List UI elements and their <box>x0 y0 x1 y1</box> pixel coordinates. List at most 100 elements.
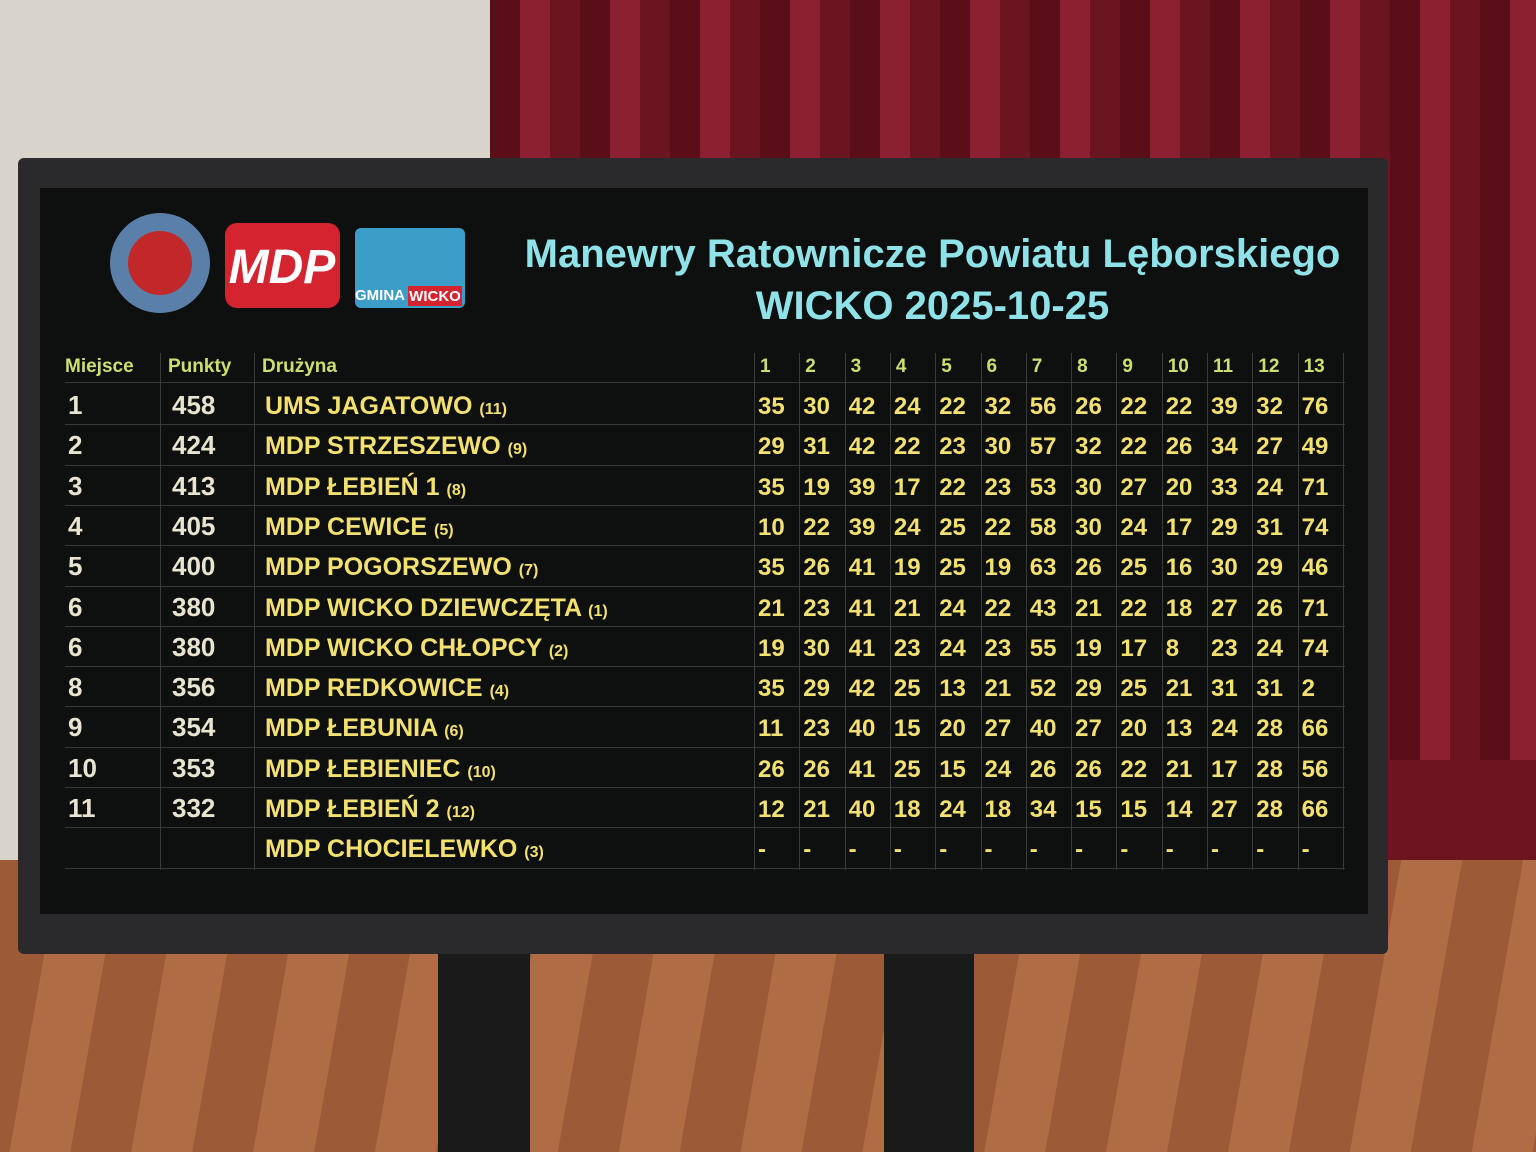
grid-line <box>1161 353 1163 870</box>
round-header: 4 <box>895 356 907 377</box>
score: - <box>1301 836 1310 864</box>
score: 41 <box>848 554 876 582</box>
score: 22 <box>939 473 966 501</box>
score: - <box>984 836 993 864</box>
gmina-text: GMINA <box>355 287 405 304</box>
score: 27 <box>1120 473 1148 501</box>
score: 29 <box>1211 513 1238 541</box>
score: 13 <box>939 675 966 703</box>
round-header: 10 <box>1167 356 1189 377</box>
score: 24 <box>939 594 966 622</box>
score: 23 <box>984 634 1012 662</box>
score: 31 <box>803 433 830 461</box>
score: 27 <box>1211 594 1238 622</box>
score: 24 <box>1120 513 1148 541</box>
badge-center <box>128 231 192 295</box>
score: 24 <box>893 513 921 541</box>
score: 26 <box>1029 755 1057 783</box>
round-header: 8 <box>1077 356 1088 377</box>
score: 22 <box>1120 393 1148 420</box>
score: 27 <box>1256 433 1283 461</box>
score: 28 <box>1256 755 1283 783</box>
score: 32 <box>984 393 1012 420</box>
points: 458 <box>172 390 216 420</box>
score: 26 <box>1256 594 1283 622</box>
round-header: 7 <box>1031 356 1043 377</box>
score: 57 <box>1029 433 1057 461</box>
score: 32 <box>1075 433 1102 461</box>
grid-line <box>1252 353 1254 870</box>
team-name-text: MDP WICKO DZIEWCZĘTA <box>265 593 582 622</box>
score: 41 <box>848 594 876 622</box>
team-name: MDP POGORSZEWO (7) <box>265 553 538 582</box>
grid-line <box>1342 353 1344 870</box>
points: 380 <box>172 591 216 622</box>
grid-line <box>935 353 937 870</box>
score: 26 <box>803 554 830 582</box>
team-number: (7) <box>518 562 539 580</box>
score: 17 <box>1120 634 1148 662</box>
score: - <box>1120 836 1129 864</box>
score: 40 <box>848 796 876 823</box>
team-name: MDP ŁEBIEŃ 1 (8) <box>265 473 466 502</box>
score: 10 <box>758 513 785 541</box>
score: 66 <box>1301 796 1329 823</box>
score: - <box>1165 836 1174 864</box>
grid-line <box>754 353 755 870</box>
score: 63 <box>1029 554 1057 582</box>
score: 31 <box>1256 675 1283 703</box>
score: 40 <box>848 715 876 743</box>
score: 74 <box>1301 513 1329 541</box>
score: 25 <box>893 755 921 783</box>
score: 19 <box>984 554 1012 582</box>
score: 30 <box>984 433 1012 461</box>
score: 29 <box>1256 554 1283 582</box>
grid-line <box>65 545 1345 547</box>
score: 13 <box>1165 715 1193 743</box>
place: 8 <box>68 672 83 703</box>
score: 25 <box>1120 675 1148 703</box>
score: - <box>1256 836 1265 864</box>
score: 21 <box>984 675 1012 703</box>
score: 39 <box>848 513 876 541</box>
team-name: MDP ŁEBUNIA (6) <box>265 714 464 743</box>
score: - <box>1211 836 1219 864</box>
team-name: MDP ŁEBIENIEC (10) <box>265 755 496 784</box>
score: 22 <box>984 513 1012 541</box>
team-number: (1) <box>588 602 608 620</box>
team-number: (6) <box>444 723 464 741</box>
team-name-text: MDP ŁEBIEŃ 1 <box>265 472 440 501</box>
score: 14 <box>1165 796 1193 823</box>
score: 30 <box>1211 554 1238 582</box>
score: 41 <box>848 755 876 783</box>
column-header: Miejsce <box>65 356 134 377</box>
place: 4 <box>68 510 83 541</box>
score: 24 <box>939 634 966 662</box>
score: 55 <box>1029 634 1057 662</box>
score: 56 <box>1301 755 1329 783</box>
score: 56 <box>1029 393 1057 420</box>
score: 16 <box>1165 554 1193 582</box>
score: 39 <box>848 473 876 501</box>
score: 49 <box>1301 433 1329 461</box>
title: Manewry Ratownicze Powiatu Lęborskiego <box>524 232 1341 276</box>
round-header: 11 <box>1213 356 1234 377</box>
score: 22 <box>1165 393 1193 420</box>
round-header: 6 <box>986 356 998 377</box>
score: 42 <box>848 433 876 461</box>
score: 12 <box>758 796 785 823</box>
place: 3 <box>68 470 83 501</box>
score: 31 <box>1256 513 1283 541</box>
score: 25 <box>939 513 966 541</box>
score: 41 <box>848 634 876 662</box>
team-name-text: MDP ŁEBIEŃ 2 <box>265 795 440 823</box>
team-name-text: MDP STRZESZEWO <box>265 432 501 461</box>
score: 21 <box>1165 755 1193 783</box>
score: 42 <box>848 393 876 420</box>
grid-line <box>65 504 1345 506</box>
score: - <box>1029 836 1038 864</box>
team-name: MDP STRZESZEWO (9) <box>265 432 527 461</box>
score: - <box>893 836 902 864</box>
score: - <box>848 836 857 864</box>
grid-line <box>65 625 1345 627</box>
